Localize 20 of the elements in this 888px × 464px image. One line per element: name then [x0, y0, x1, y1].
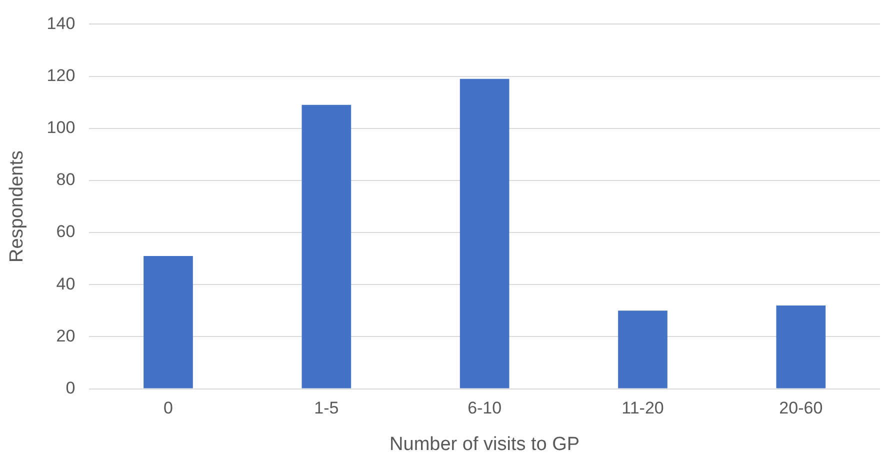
y-tick-label: 40 — [56, 274, 76, 294]
x-tick-label: 11-20 — [622, 398, 664, 418]
y-tick-label: 140 — [46, 14, 76, 33]
x-tick-label: 1-5 — [314, 398, 339, 418]
bar — [618, 310, 668, 388]
x-tick-label: 20-60 — [779, 398, 823, 418]
bar — [144, 256, 193, 388]
x-axis-title: Number of visits to GP — [390, 434, 580, 455]
y-tick-label: 0 — [66, 378, 76, 398]
bar — [302, 104, 352, 388]
y-tick-label: 60 — [56, 222, 76, 242]
y-tick-label: 20 — [56, 326, 76, 346]
x-tick-label: 6-10 — [468, 398, 502, 418]
y-tick-label: 80 — [56, 170, 76, 190]
x-tick-label: 0 — [164, 398, 173, 418]
y-tick-label: 120 — [46, 66, 76, 85]
y-axis-title: Respondents — [6, 150, 28, 262]
bar — [460, 78, 510, 388]
bar — [776, 305, 826, 388]
y-tick-label: 100 — [46, 118, 76, 138]
